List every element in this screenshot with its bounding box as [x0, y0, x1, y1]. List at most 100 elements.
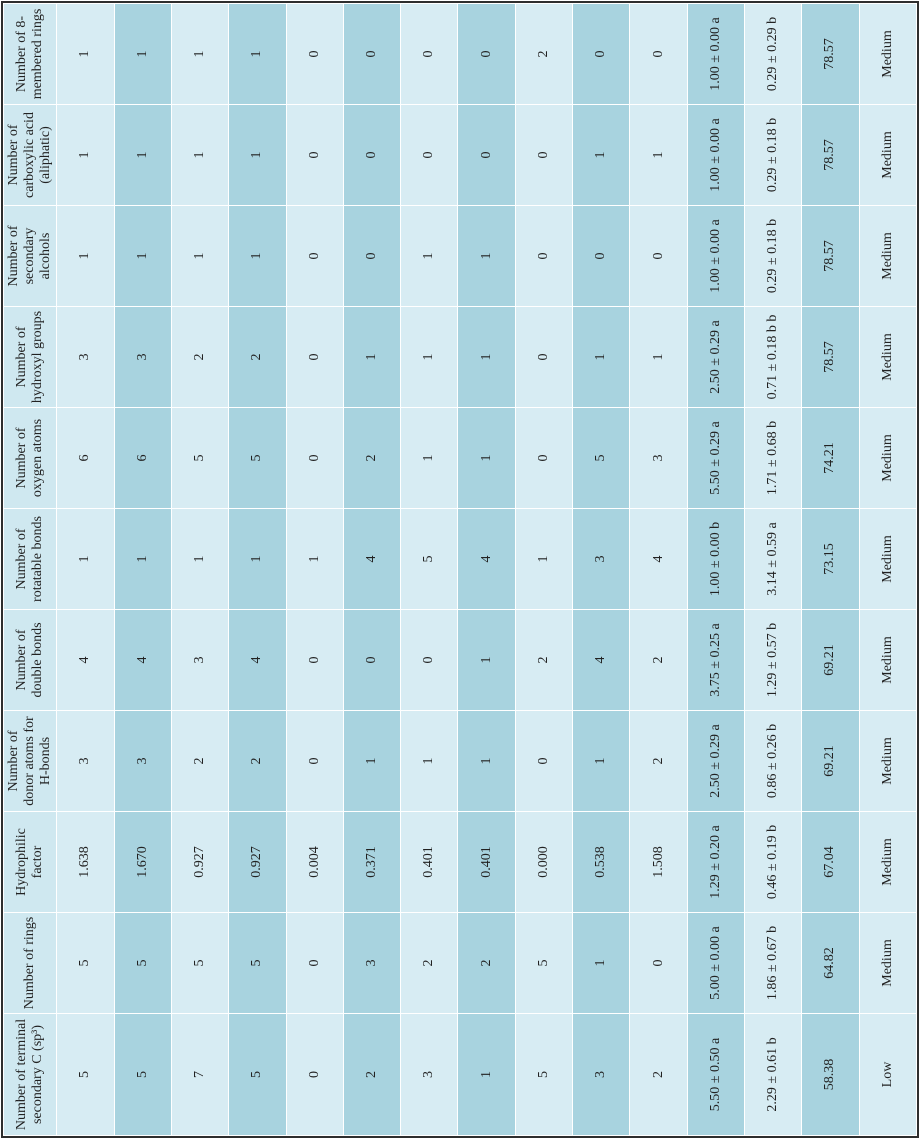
header-cell: Number of terminal secondary C (sp³)	[3, 1013, 57, 1136]
table-cell: 0	[515, 205, 573, 307]
table-cell: 74.21	[801, 407, 860, 509]
table-cell: 67.04	[801, 811, 860, 913]
table-cell: 5.00 ± 0.00 a	[687, 912, 745, 1014]
table-cell: 1	[56, 3, 115, 105]
table-cell: 1	[400, 407, 458, 509]
table-cell: 1	[457, 609, 516, 711]
table-cell: 78.57	[801, 306, 860, 408]
table-cell: 0.86 ± 0.26 b	[744, 710, 802, 812]
table-cell: Medium	[859, 508, 917, 610]
table-cell: 3	[629, 407, 688, 509]
table-cell: 0.401	[400, 811, 458, 913]
table-cell: 2	[629, 609, 688, 711]
header-cell: Hydrophilic factor	[3, 811, 57, 913]
table-cell: 1.00 ± 0.00 a	[687, 3, 745, 105]
table-cell: 1	[56, 104, 115, 206]
table-cell: 0	[457, 3, 516, 105]
table-cell: 1.508	[629, 811, 688, 913]
table-cell: 1	[572, 912, 630, 1014]
table-cell: 0.29 ± 0.29 b	[744, 3, 802, 105]
table-row: Low Medium Medium Medium Medium Medium Medium M…	[859, 3, 917, 1136]
table-cell: 1	[228, 205, 287, 307]
table-cell: 1	[572, 710, 630, 812]
table-cell: 5.50 ± 0.29 a	[687, 407, 745, 509]
table-cell: 0	[343, 104, 401, 206]
table-cell: 2	[343, 1013, 401, 1136]
table-cell: 2	[629, 710, 688, 812]
table-cell: 2	[343, 407, 401, 509]
table-cell: 1.670	[114, 811, 172, 913]
table-cell: 3	[56, 710, 115, 812]
table-cell: 4	[629, 508, 688, 610]
table-cell: 1	[171, 104, 229, 206]
table-cell: 1	[343, 306, 401, 408]
table-cell: 0	[286, 609, 344, 711]
table-cell: 5	[114, 912, 172, 1014]
table-cell: 0	[515, 104, 573, 206]
header-cell: Number of secondary alcohols	[3, 205, 57, 307]
table-cell: Medium	[859, 205, 917, 307]
table-cell: Medium	[859, 912, 917, 1014]
table-cell: 2	[228, 306, 287, 408]
table-cell: 0	[286, 912, 344, 1014]
table-cell: 1	[629, 104, 688, 206]
table-cell: 3.14 ± 0.59 a	[744, 508, 802, 610]
table-cell: 0.004	[286, 811, 344, 913]
table-cell: 0.000	[515, 811, 573, 913]
table-cell: 2.29 ± 0.61 b	[744, 1013, 802, 1136]
table-cell: 1	[228, 3, 287, 105]
header-cell: Number of carboxylic acid (aliphatic)	[3, 104, 57, 206]
header-cell: Number of hydroxyl groups	[3, 306, 57, 408]
table-row: 2 0 1.508 2 2 4 3 1 0 1 0	[629, 3, 688, 1136]
table-cell: 1.00 ± 0.00 a	[687, 104, 745, 206]
table-row: 5 5 1.670 3 4 1 6 3 1 1 1	[114, 3, 172, 1136]
table-cell: 3.75 ± 0.25 a	[687, 609, 745, 711]
table-row: 2 3 0.371 1 0 4 2 1 0 0 0	[343, 3, 401, 1136]
table-cell: 0	[400, 104, 458, 206]
header-row: Number of terminal secondary C (sp³) Num…	[3, 3, 57, 1136]
table-cell: Medium	[859, 3, 917, 105]
table-cell: 0	[286, 1013, 344, 1136]
table-cell: 5	[515, 912, 573, 1014]
table-cell: 3	[572, 1013, 630, 1136]
table-cell: 1.71 ± 0.68 b	[744, 407, 802, 509]
table-cell: 5	[572, 407, 630, 509]
table-row: 58.38 64.82 67.04 69.21 69.21 73.15 74.21 78.57…	[801, 3, 860, 1136]
table-cell: 0	[286, 710, 344, 812]
table-cell: 2	[515, 609, 573, 711]
table-cell: 1	[171, 508, 229, 610]
table-cell: 2	[457, 912, 516, 1014]
table-cell: 4	[56, 609, 115, 711]
table-cell: 0	[400, 609, 458, 711]
table-cell: 0.46 ± 0.19 b	[744, 811, 802, 913]
table-cell: 7	[171, 1013, 229, 1136]
table-cell: Medium	[859, 306, 917, 408]
table-cell: 5	[171, 912, 229, 1014]
table-cell: 1	[286, 508, 344, 610]
table-cell: 4	[572, 609, 630, 711]
table-cell: 5.50 ± 0.50 a	[687, 1013, 745, 1136]
table-cell: 1	[114, 3, 172, 105]
table-cell: 2	[400, 912, 458, 1014]
table-cell: 3	[572, 508, 630, 610]
table-cell: 0.538	[572, 811, 630, 913]
table-cell: 1	[457, 710, 516, 812]
table-cell: 0	[515, 710, 573, 812]
table-cell: 5	[228, 407, 287, 509]
table-cell: 0	[286, 205, 344, 307]
table-cell: 0	[286, 306, 344, 408]
table-cell: 0	[286, 407, 344, 509]
table-cell: 6	[114, 407, 172, 509]
table-cell: 78.57	[801, 3, 860, 105]
table-row: 3 1 0.538 1 4 3 5 1 0 1 0	[572, 3, 630, 1136]
table-cell: 1	[56, 205, 115, 307]
table-cell: 4	[114, 609, 172, 711]
table-cell: 69.21	[801, 710, 860, 812]
table-cell: 6	[56, 407, 115, 509]
table-cell: 1.00 ± 0.00 b	[687, 508, 745, 610]
table-cell: 5	[171, 407, 229, 509]
table-cell: 0.71 ± 0.18 b b	[744, 306, 802, 408]
